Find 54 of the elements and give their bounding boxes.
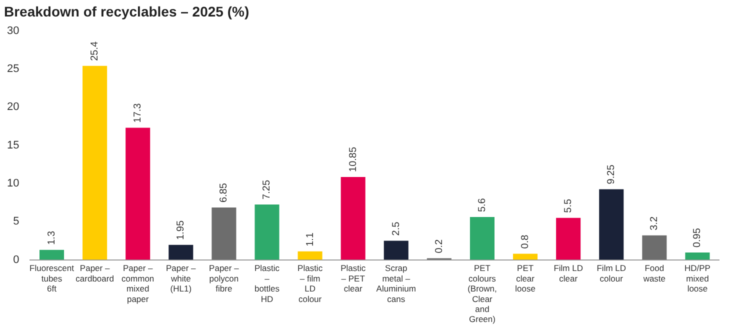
data-label: 9.25 [606,164,618,184]
data-label: 1.1 [304,232,316,246]
y-tick-label: 30 [6,24,20,37]
x-tick-label: Plastic – PET clear [340,263,366,294]
data-label: 3.2 [649,216,660,230]
x-tick-label: Paper – common mixed paper [122,263,154,304]
data-label: 17.3 [132,102,144,123]
x-tick-label: Paper – cardboard [76,263,114,284]
x-tick-label: PET clear loose [515,263,536,294]
bar [599,189,624,260]
x-tick-label: Film LD clear [554,263,583,284]
bar [298,251,322,260]
data-label: 5.5 [563,198,574,213]
y-tick-label: 25 [6,63,20,75]
bar [470,217,495,260]
y-tick-label: 10 [6,178,20,190]
bar [384,240,408,260]
data-label: 6.85 [218,182,230,203]
bar [168,244,194,260]
x-tick-label: Food waste [642,263,666,284]
data-label: 25.4 [90,41,101,61]
data-label: 0.2 [434,238,445,254]
bar [642,235,667,260]
data-label: 2.5 [390,221,402,236]
data-label: 0.8 [520,234,532,249]
x-tick-label: Film LD colour [596,263,626,284]
bar [82,66,108,260]
x-tick-label: Paper – white (HL1) [166,263,196,294]
chart-title: Breakdown of recyclables – 2025 (%) [4,3,250,20]
data-label: 0.95 [692,228,704,248]
y-tick-label: 0 [13,254,20,266]
x-tick-label: Plastic – film LD colour [298,263,324,304]
y-tick-label: 5 [13,216,20,228]
data-label: 7.25 [262,180,273,200]
bar [685,252,710,260]
bar [513,254,538,260]
x-tick-label: PET colours (Brown, Clear and Green) [468,263,497,324]
x-tick-label: Plastic – bottles HD [254,263,280,304]
x-tick-label: Paper – polycon fibre [209,263,240,294]
bar [254,204,280,260]
y-tick-label: 20 [6,101,20,114]
x-tick-label: Scrap metal – Aluminium cans [376,263,416,304]
y-tick-label: 15 [6,139,20,152]
data-label: 10.85 [348,146,359,172]
bar [556,218,581,260]
bar [126,128,150,260]
bar [212,208,236,260]
x-tick-label: HD/PP mixed loose [684,263,711,294]
bar [39,250,64,260]
x-tick-label: Fluorescent tubes 6ft [30,263,75,294]
data-label: 5.6 [476,198,488,212]
data-label: 1.95 [176,220,187,240]
data-label: 1.3 [46,230,58,245]
bar [340,176,366,260]
